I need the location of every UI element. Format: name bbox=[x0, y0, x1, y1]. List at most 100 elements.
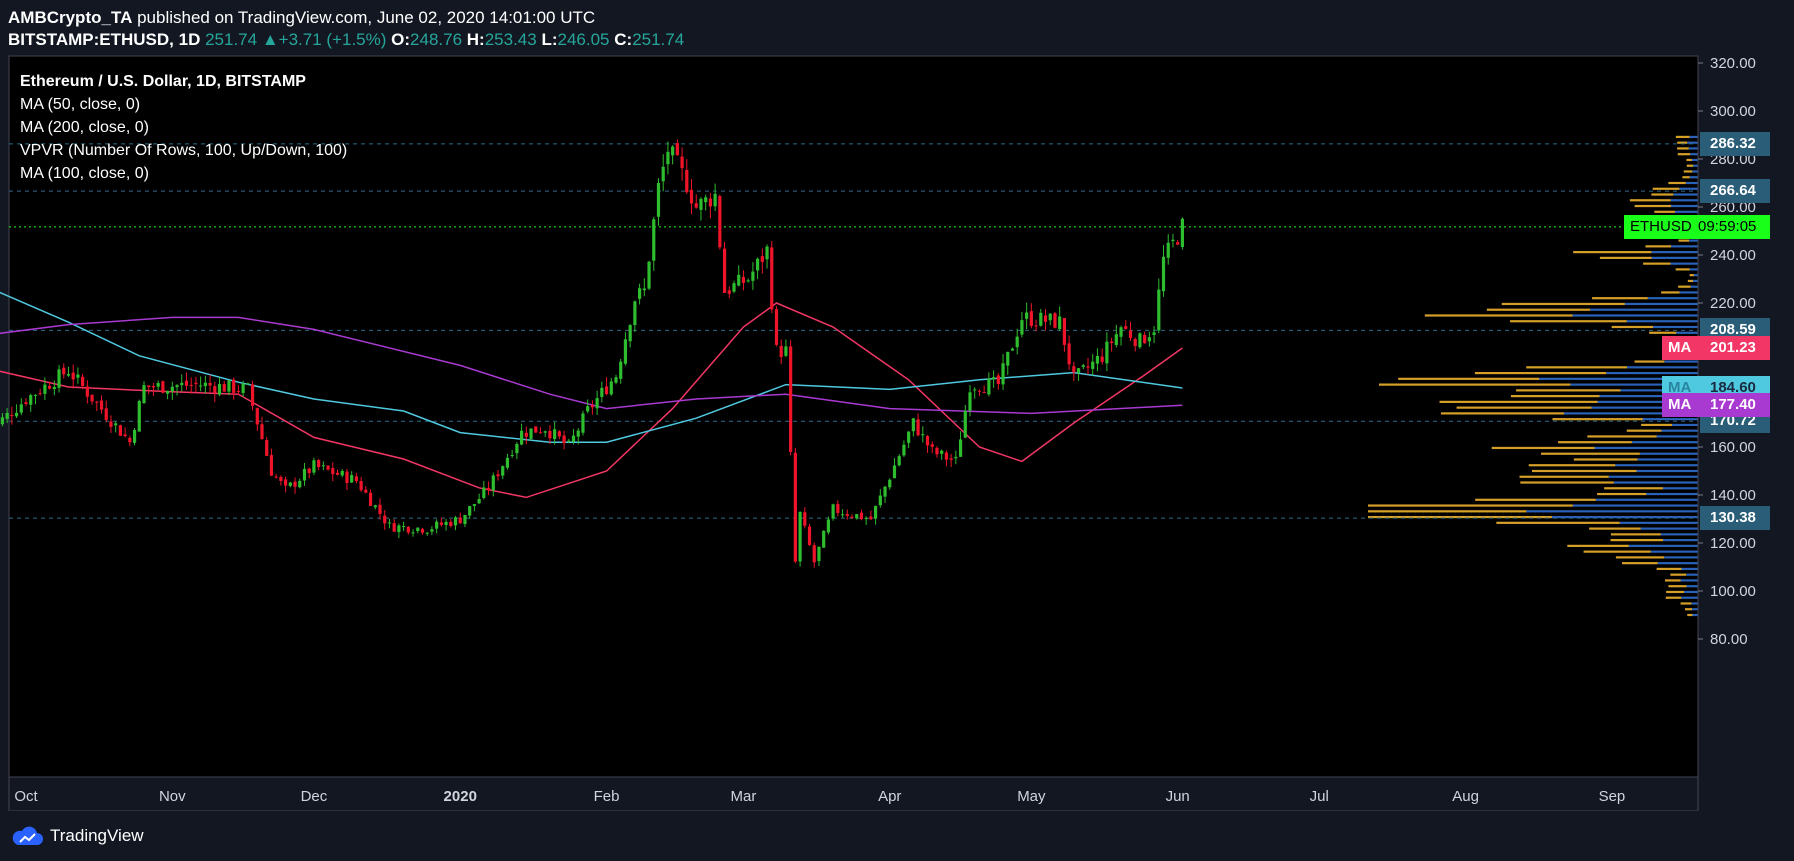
ma200-price-tag[interactable]: MA 177.40 bbox=[1662, 393, 1770, 418]
volume-profile-bar-up bbox=[1686, 573, 1698, 576]
published-info: published on TradingView.com, June 02, 2… bbox=[137, 8, 596, 27]
candle-body-down bbox=[1034, 325, 1038, 327]
time-axis[interactable]: Oct Nov Dec 2020 Feb Mar Apr May Jun Jul Aug Sep bbox=[14, 788, 1625, 805]
candle-body-down bbox=[10, 414, 14, 417]
candle-body-down bbox=[95, 401, 99, 403]
legend-vpvr[interactable]: VPVR (Number Of Rows, 100, Up/Down, 100) bbox=[20, 142, 348, 159]
volume-profile-bar-down bbox=[1531, 469, 1637, 473]
x-tick-label: Nov bbox=[159, 788, 186, 805]
footer bbox=[0, 811, 1794, 861]
candle-body-up bbox=[543, 431, 547, 433]
volume-profile-bar-up bbox=[1631, 441, 1698, 444]
candle-body-down bbox=[562, 435, 566, 444]
volume-profile-bar-down bbox=[1634, 204, 1672, 208]
candle-body-up bbox=[156, 383, 160, 387]
volume-profile-bar-up bbox=[1647, 297, 1698, 300]
candle-body-up bbox=[609, 381, 613, 395]
candle-body-up bbox=[1171, 239, 1175, 242]
x-tick-label: Aug bbox=[1452, 788, 1479, 805]
candle-body-up bbox=[1157, 289, 1161, 331]
tradingview-logo[interactable]: TradingView bbox=[10, 826, 144, 846]
candle-body-down bbox=[90, 394, 94, 402]
legend-ma50[interactable]: MA (50, close, 0) bbox=[20, 96, 141, 113]
candle-body-down bbox=[675, 143, 679, 156]
volume-profile-bar-down bbox=[1610, 533, 1661, 536]
candle-body-down bbox=[378, 504, 382, 514]
candle-body-up bbox=[958, 439, 963, 457]
candle-body-up bbox=[897, 456, 901, 466]
candle-body-up bbox=[1114, 334, 1118, 345]
candle-body-down bbox=[1124, 326, 1128, 329]
current-price-tag[interactable]: ETHUSD 09:59:05 bbox=[1624, 214, 1770, 239]
candle-body-down bbox=[392, 523, 396, 532]
candle-body-up bbox=[1058, 316, 1062, 330]
volume-profile-bar-down bbox=[1687, 279, 1694, 283]
volume-profile-bar-down bbox=[1567, 544, 1629, 547]
level-price-tag[interactable]: 266.64 bbox=[1700, 179, 1770, 204]
volume-profile-bar-up bbox=[1594, 446, 1698, 450]
volume-profile-bar-up bbox=[1526, 510, 1698, 513]
volume-profile-bar-up bbox=[1599, 395, 1698, 398]
x-tick-label: May bbox=[1017, 788, 1046, 805]
x-tick-label: Dec bbox=[301, 788, 328, 805]
ma50-price-tag[interactable]: MA 201.23 bbox=[1662, 336, 1770, 361]
candle-body-up bbox=[892, 465, 897, 479]
volume-profile-bar-up bbox=[1670, 262, 1698, 265]
candle-body-down bbox=[62, 367, 66, 375]
volume-profile-bar-up bbox=[1691, 602, 1698, 605]
author-name[interactable]: AMBCrypto_TA bbox=[8, 8, 133, 27]
volume-profile-bar-up bbox=[1626, 320, 1698, 323]
candle-body-up bbox=[940, 450, 944, 454]
y-tick-label: 240.00 bbox=[1710, 247, 1756, 264]
volume-profile-bar-up bbox=[1681, 596, 1698, 599]
candle-body-up bbox=[902, 444, 906, 456]
candle-body-up bbox=[855, 514, 859, 519]
candle-body-up bbox=[831, 504, 835, 519]
candle-body-up bbox=[520, 430, 524, 445]
volume-profile-bar-up bbox=[1651, 256, 1698, 259]
volume-profile-bar-down bbox=[1456, 406, 1592, 409]
candle-body-down bbox=[949, 458, 953, 460]
candle-body-down bbox=[807, 526, 812, 545]
level-price-tag[interactable]: 130.38 bbox=[1700, 506, 1770, 531]
candle-body-down bbox=[916, 419, 920, 436]
volume-profile-bar-up bbox=[1608, 475, 1698, 478]
legend-ma100[interactable]: MA (100, close, 0) bbox=[20, 165, 149, 182]
candle-body-down bbox=[793, 452, 797, 562]
volume-profile-bar-down bbox=[1368, 515, 1552, 519]
level-price-tag[interactable]: 286.32 bbox=[1700, 131, 1770, 156]
candle-body-up bbox=[732, 283, 736, 292]
candle-body-down bbox=[161, 381, 165, 393]
candle-body-down bbox=[331, 468, 335, 475]
volume-profile-bar-down bbox=[1645, 245, 1672, 248]
candle-body-up bbox=[987, 378, 991, 395]
candle-body-down bbox=[694, 203, 698, 208]
volume-profile-bar-up bbox=[1674, 210, 1698, 213]
volume-profile-bar-down bbox=[1519, 475, 1609, 478]
candle-body-up bbox=[1105, 341, 1109, 364]
candle-body-down bbox=[803, 512, 807, 526]
candle-body-down bbox=[104, 408, 108, 420]
legend-ma200[interactable]: MA (200, close, 0) bbox=[20, 119, 149, 136]
candle-body-down bbox=[24, 402, 28, 404]
volume-profile-bar-up bbox=[1620, 389, 1698, 392]
volume-profile-bar-down bbox=[1665, 596, 1682, 599]
candle-body-up bbox=[340, 470, 344, 476]
x-tick-label: Jul bbox=[1310, 788, 1329, 805]
volume-profile-bar-down bbox=[1684, 608, 1693, 611]
volume-profile-bar-up bbox=[1619, 521, 1698, 524]
candle-body-up bbox=[510, 455, 514, 457]
volume-profile-bar-down bbox=[1687, 613, 1693, 617]
candle-body-down bbox=[1110, 341, 1114, 344]
volume-profile-bar-up bbox=[1640, 527, 1698, 530]
volume-profile-bar-down bbox=[1656, 567, 1682, 571]
candle-body-down bbox=[1043, 315, 1048, 322]
volume-profile-bar-up bbox=[1591, 406, 1698, 409]
plot-area[interactable] bbox=[8, 55, 1699, 778]
candle-body-up bbox=[1039, 312, 1043, 326]
volume-profile-bar-up bbox=[1639, 452, 1698, 455]
candle-body-up bbox=[477, 499, 481, 504]
candle-body-up bbox=[52, 386, 56, 390]
legend-title[interactable]: Ethereum / U.S. Dollar, 1D, BITSTAMP bbox=[20, 73, 306, 90]
